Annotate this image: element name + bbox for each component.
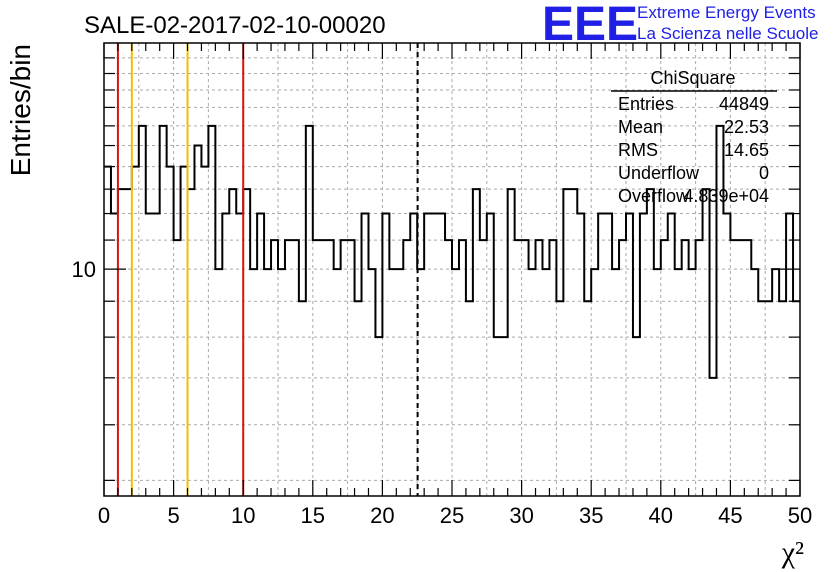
x-tick-label: 10 xyxy=(231,503,255,528)
y-tick-label: 10 xyxy=(72,257,96,282)
x-tick-label: 35 xyxy=(579,503,603,528)
x-tick-label: 50 xyxy=(788,503,812,528)
plot-frame xyxy=(103,42,801,497)
logo-line-2: La Scienza nelle Scuole xyxy=(637,24,818,43)
stats-value: 0 xyxy=(759,163,769,183)
stats-title: ChiSquare xyxy=(650,68,735,88)
reference-lines xyxy=(116,43,419,496)
stats-label: Mean xyxy=(618,117,663,137)
eee-logo: EEE Extreme Energy Events La Scienza nel… xyxy=(542,0,818,51)
stats-row: Mean 22.53 xyxy=(618,117,769,137)
x-axis-label: χ² xyxy=(781,536,804,569)
x-tick-label: 25 xyxy=(440,503,464,528)
y-axis-label: Entries/bin xyxy=(5,44,36,176)
histogram-bars xyxy=(104,124,800,379)
stats-row: Entries 44849 xyxy=(618,94,769,114)
stats-value: 4.839e+04 xyxy=(683,186,769,206)
x-tick-label: 0 xyxy=(98,503,110,528)
stats-label: Overflow xyxy=(618,186,690,206)
x-tick-label: 40 xyxy=(649,503,673,528)
y-tick-labels: 10 xyxy=(72,257,96,282)
stats-label: RMS xyxy=(618,140,658,160)
x-tick-label: 30 xyxy=(509,503,533,528)
stats-value: 14.65 xyxy=(724,140,769,160)
stats-label: Underflow xyxy=(618,163,700,183)
stats-row: RMS 14.65 xyxy=(618,140,769,160)
logo-line-1: Extreme Energy Events xyxy=(637,3,816,22)
histogram-outline xyxy=(104,124,800,379)
stats-box: ChiSquare Entries 44849 Mean 22.53 RMS 1… xyxy=(611,68,777,206)
stats-value: 44849 xyxy=(719,94,769,114)
x-tick-label: 15 xyxy=(301,503,325,528)
stats-row: Overflow 4.839e+04 xyxy=(618,186,769,206)
x-tick-label: 20 xyxy=(370,503,394,528)
chart-title: SALE-02-2017-02-10-00020 xyxy=(84,12,386,39)
stats-row: Underflow 0 xyxy=(618,163,769,183)
x-tick-label: 45 xyxy=(718,503,742,528)
x-tick-labels: 0 5 10 15 20 25 30 35 40 45 50 xyxy=(98,503,812,528)
stats-value: 22.53 xyxy=(724,117,769,137)
stats-label: Entries xyxy=(618,94,674,114)
logo-mark: EEE xyxy=(542,0,638,51)
x-tick-label: 5 xyxy=(167,503,179,528)
